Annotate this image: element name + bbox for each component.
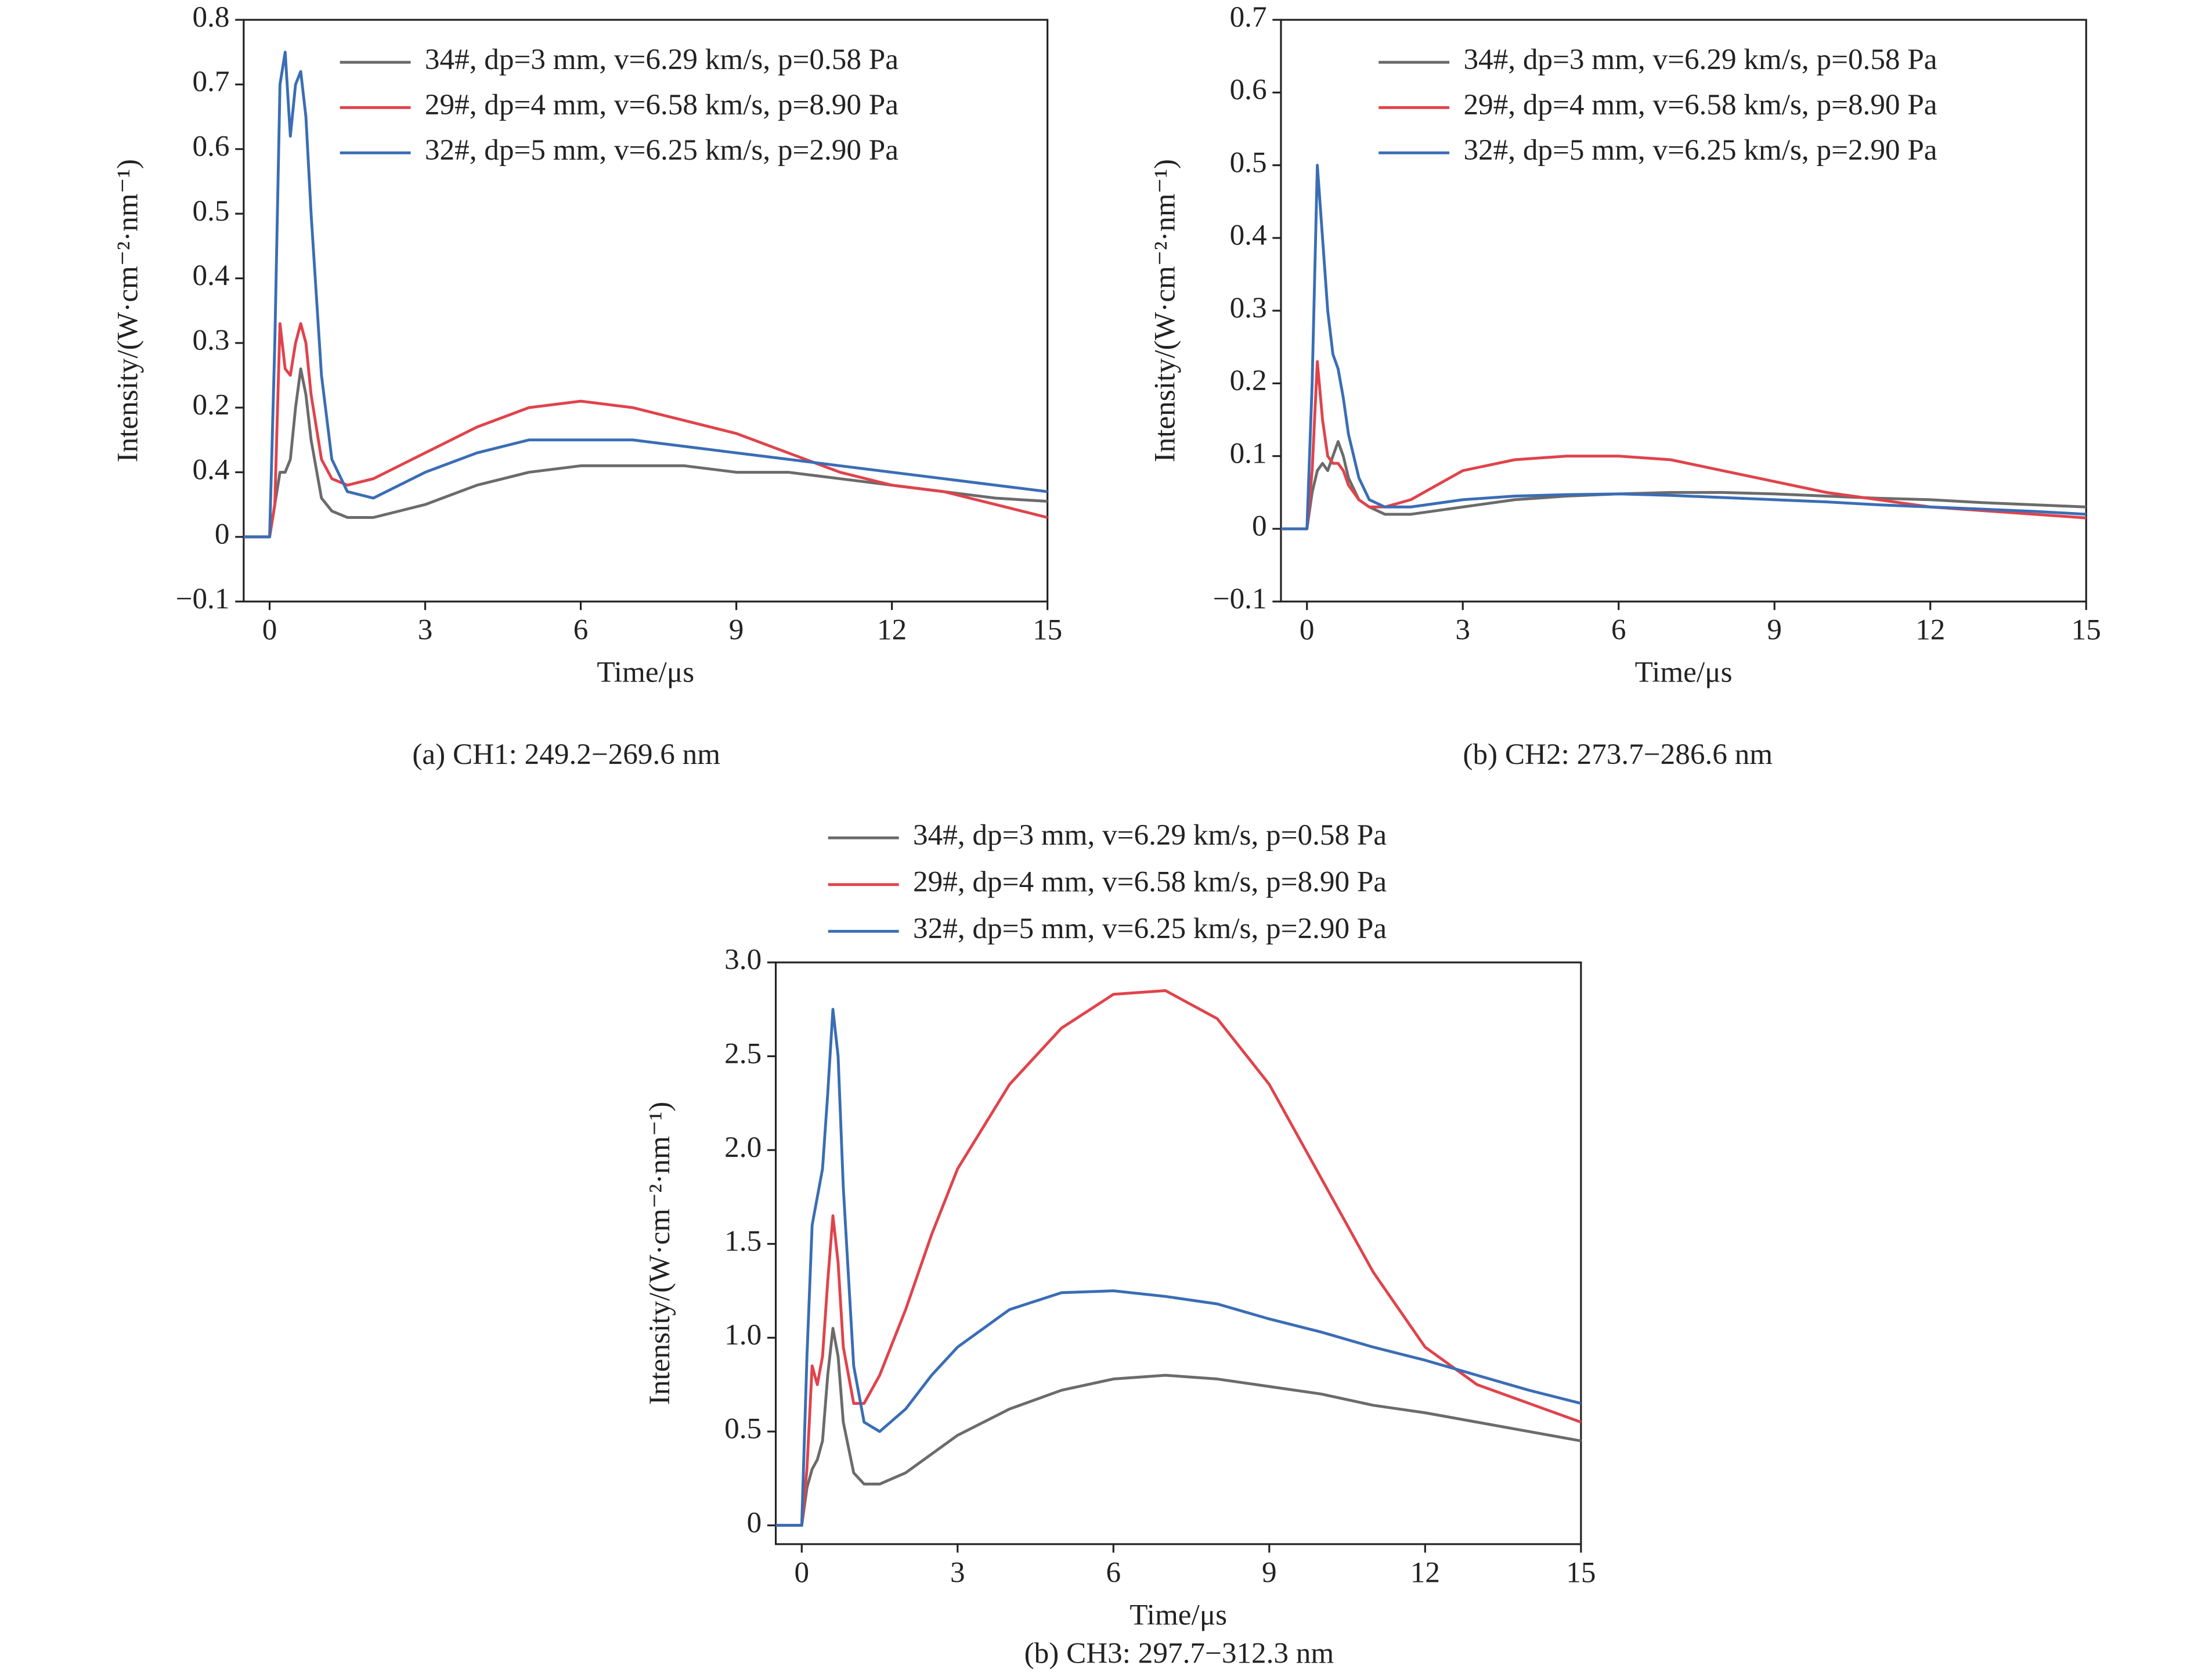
x-tick-label: 3 bbox=[950, 1556, 965, 1589]
x-tick-label: 0 bbox=[795, 1556, 810, 1589]
y-tick-label: 0.4 bbox=[192, 259, 229, 292]
y-tick-label: 2.0 bbox=[724, 1131, 762, 1164]
x-tick-label: 3 bbox=[418, 614, 433, 647]
y-tick-label: 0.4 bbox=[1230, 219, 1267, 252]
y-tick-label: 0.8 bbox=[192, 1, 229, 34]
series-line bbox=[775, 1326, 1582, 1527]
series-line bbox=[243, 367, 1048, 539]
y-tick-label: 0 bbox=[215, 518, 230, 551]
legend-label: 29#, dp=4 mm, v=6.58 km/s, p=8.90 Pa bbox=[425, 88, 898, 121]
series-line bbox=[243, 322, 1048, 539]
x-tick-label: 12 bbox=[877, 614, 907, 647]
caption: (b) CH2: 273.7−286.6 nm bbox=[1463, 738, 1773, 771]
x-tick-label: 12 bbox=[1915, 614, 1945, 647]
y-tick-label: 0.3 bbox=[1230, 291, 1267, 325]
y-tick-label: 0.2 bbox=[192, 388, 229, 421]
y-tick-label: 0.5 bbox=[192, 194, 229, 228]
y-tick-label: 0 bbox=[747, 1506, 762, 1539]
plot-frame bbox=[774, 961, 1582, 1545]
y-tick-label: 1.0 bbox=[724, 1318, 762, 1351]
x-tick-label: 6 bbox=[1106, 1556, 1121, 1589]
series-line bbox=[1280, 440, 2087, 531]
plot-frame bbox=[243, 19, 1049, 603]
x-tick-label: 0 bbox=[262, 614, 277, 647]
y-tick-label: 0.5 bbox=[724, 1412, 762, 1445]
y-tick-label: 0.6 bbox=[192, 130, 229, 163]
y-tick-label: −0.1 bbox=[176, 582, 230, 615]
y-axis-title: Intensity/(W·cm⁻²·nm⁻¹) bbox=[1149, 159, 1182, 463]
x-tick-label: 15 bbox=[1566, 1556, 1596, 1589]
x-tick-label: 15 bbox=[2072, 614, 2101, 647]
y-tick-label: 0 bbox=[1252, 510, 1267, 543]
y-tick-label: 0.1 bbox=[1230, 437, 1267, 470]
x-axis-title: Time/μs bbox=[1635, 656, 1733, 689]
y-tick-label: 3.0 bbox=[724, 943, 762, 976]
series-line bbox=[1280, 360, 2087, 531]
series-line bbox=[243, 51, 1048, 539]
series-line bbox=[1280, 164, 2087, 531]
y-tick-label: 0.6 bbox=[1230, 73, 1267, 106]
y-tick-label: 0.7 bbox=[192, 65, 229, 98]
y-tick-label: 1.5 bbox=[724, 1225, 762, 1258]
x-tick-label: 15 bbox=[1033, 614, 1062, 647]
series-line bbox=[775, 989, 1582, 1527]
legend-label: 34#, dp=3 mm, v=6.29 km/s, p=0.58 Pa bbox=[1463, 43, 1937, 76]
legend-label: 32#, dp=5 mm, v=6.25 km/s, p=2.90 Pa bbox=[425, 134, 898, 167]
legend-label: 29#, dp=4 mm, v=6.58 km/s, p=8.90 Pa bbox=[1463, 88, 1937, 121]
y-tick-label: 0.7 bbox=[1230, 1, 1267, 34]
x-tick-label: 12 bbox=[1410, 1556, 1440, 1589]
x-tick-label: 3 bbox=[1455, 614, 1470, 647]
x-tick-label: 9 bbox=[1262, 1556, 1277, 1589]
y-tick-label: 0.4 bbox=[192, 453, 229, 486]
y-axis-title: Intensity/(W·cm⁻²·nm⁻¹) bbox=[643, 1102, 676, 1405]
x-tick-label: 0 bbox=[1300, 614, 1315, 647]
y-axis-title: Intensity/(W·cm⁻²·nm⁻¹) bbox=[111, 159, 145, 463]
y-tick-label: 0.3 bbox=[192, 324, 229, 357]
y-tick-label: 0.5 bbox=[1230, 146, 1267, 179]
x-tick-label: 6 bbox=[1611, 614, 1626, 647]
y-tick-label: 2.5 bbox=[724, 1037, 762, 1070]
caption: (b) CH3: 297.7−312.3 nm bbox=[1024, 1636, 1334, 1670]
y-tick-label: −0.1 bbox=[1213, 582, 1267, 615]
x-tick-label: 9 bbox=[1767, 614, 1782, 647]
legend-label: 29#, dp=4 mm, v=6.58 km/s, p=8.90 Pa bbox=[913, 866, 1387, 899]
y-tick-label: 0.2 bbox=[1230, 364, 1267, 397]
legend-label: 34#, dp=3 mm, v=6.29 km/s, p=0.58 Pa bbox=[425, 43, 898, 76]
x-axis-title: Time/μs bbox=[1130, 1598, 1227, 1631]
legend-label: 34#, dp=3 mm, v=6.29 km/s, p=0.58 Pa bbox=[913, 819, 1387, 852]
x-axis-title: Time/μs bbox=[597, 656, 694, 689]
x-tick-label: 6 bbox=[573, 614, 589, 647]
series-line bbox=[775, 1008, 1582, 1527]
legend-label: 32#, dp=5 mm, v=6.25 km/s, p=2.90 Pa bbox=[913, 912, 1387, 945]
x-tick-label: 9 bbox=[729, 614, 744, 647]
legend-label: 32#, dp=5 mm, v=6.25 km/s, p=2.90 Pa bbox=[1463, 134, 1937, 167]
caption: (a) CH1: 249.2−269.6 nm bbox=[412, 738, 720, 771]
